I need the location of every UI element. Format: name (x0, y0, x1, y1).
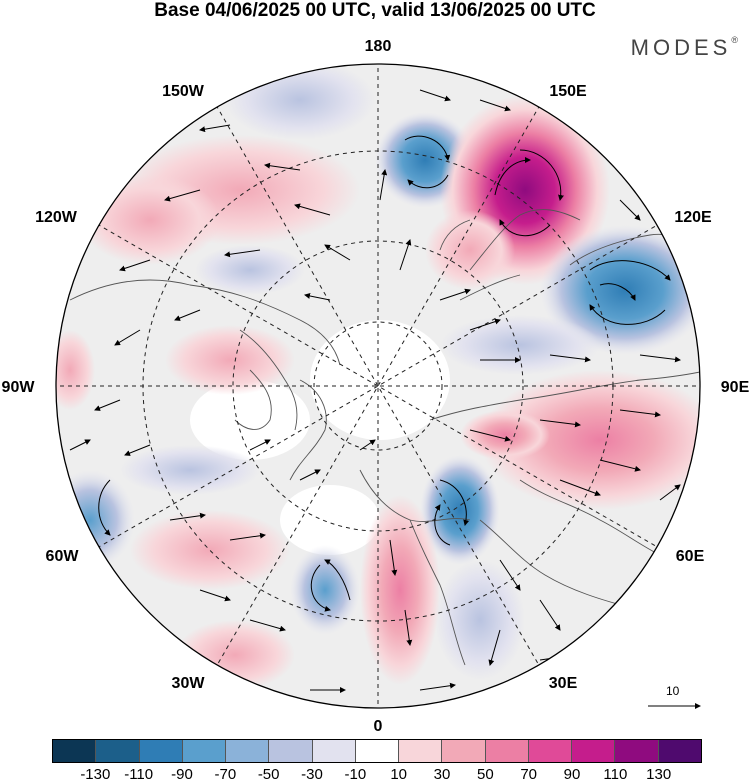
colorbar-tick-label: -90 (171, 766, 193, 783)
lon-label-120e: 120E (674, 209, 712, 226)
pink-10e (360, 495, 440, 685)
polar-map: 180 150E 120E 90E 60E 30E 0 30W 60W 90W … (2, 38, 750, 735)
lon-label-180: 180 (365, 38, 392, 55)
colorbar-tick-label: -30 (301, 766, 323, 783)
lavender-110w (195, 245, 305, 295)
blue-low-120e (540, 225, 700, 355)
colorbar-tick-label: -110 (124, 766, 154, 783)
colorbar-swatch (572, 740, 616, 762)
colorbar-swatch (312, 740, 356, 762)
colorbar-tick-label: 10 (390, 766, 407, 783)
colorbar-swatch (226, 740, 270, 762)
map-boundary (55, 63, 701, 709)
colorbar-swatch (442, 740, 486, 762)
brand-mark: ® (731, 35, 738, 45)
colorbar: -130 -110 -90 -70 -50 -30 -10 10 30 50 70 90 110 130 (52, 739, 702, 783)
pink-170e-ridge (425, 210, 515, 290)
colorbar-tick-label: 130 (646, 766, 672, 783)
modes-brand-logo: MODES® (631, 35, 738, 61)
colorbar-swatch (355, 740, 400, 762)
pink-120w-anomaly (80, 175, 220, 265)
lon-label-0: 0 (374, 718, 383, 735)
colorbar-swatch (182, 740, 227, 762)
lon-label-30e: 30E (549, 675, 578, 692)
pink-50w (130, 510, 290, 590)
colorbar-swatch (53, 740, 97, 762)
graticule (56, 64, 700, 708)
colorbar-swatch (658, 740, 701, 762)
colorbar-swatch (399, 740, 443, 762)
colorbar-tick-label: -50 (257, 766, 280, 783)
pink-90w-edge (56, 330, 95, 410)
lon-label-90w: 90W (2, 379, 36, 396)
blue-low-20w (290, 545, 360, 635)
colorbar-swatch (528, 740, 573, 762)
reference-vector-label: 10 (666, 684, 680, 698)
brand-text: MODES (630, 35, 732, 60)
colorbar-tick-label: -130 (80, 766, 111, 783)
lavender-160w-anomaly (225, 64, 375, 140)
lon-label-150w: 150W (162, 83, 205, 100)
longitude-labels: 180 150E 120E 90E 60E 30E 0 30W 60W 90W … (2, 38, 750, 735)
colorbar-swatch (96, 740, 140, 762)
lon-label-60e: 60E (676, 548, 705, 565)
lon-label-60w: 60W (46, 548, 80, 565)
colorbar-tick-label: 90 (563, 766, 581, 783)
lon-label-120w: 120W (35, 209, 78, 226)
pink-90e-60e (480, 370, 700, 510)
colorbar-tick-label: -10 (344, 766, 367, 783)
lavender-100e (440, 315, 600, 375)
lavender-30e (435, 560, 525, 680)
colorbar-tick-label: 30 (433, 766, 451, 783)
pink-75e-core (460, 410, 550, 460)
colorbar-tick-label: 70 (520, 766, 537, 783)
colorbar-swatch (139, 740, 183, 762)
colorbar-tick-label: 50 (476, 766, 494, 783)
colorbar-tick-label: 110 (603, 766, 628, 783)
map-title: Base 04/06/2025 00 UTC, valid 13/06/2025… (154, 0, 596, 21)
lon-label-30w: 30W (172, 675, 206, 692)
pink-95w (165, 325, 295, 395)
colorbar-swatch (269, 740, 313, 762)
lavender-80w (120, 445, 260, 495)
colorbar-swatch (485, 740, 529, 762)
anomaly-field (56, 64, 700, 708)
lon-label-90e: 90E (721, 379, 750, 396)
lon-label-150e: 150E (549, 83, 587, 100)
colorbar-swatch (615, 740, 659, 762)
colorbar-swatches (52, 739, 702, 763)
colorbar-ticks: -130 -110 -90 -70 -50 -30 -10 10 30 50 70 90 110 130 (52, 766, 702, 784)
colorbar-tick-label: -70 (214, 766, 237, 783)
